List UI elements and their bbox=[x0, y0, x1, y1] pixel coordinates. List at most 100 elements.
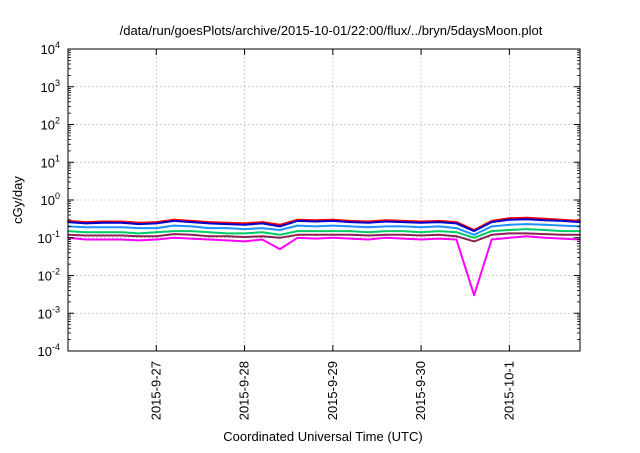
y-tick-label: 101 bbox=[41, 153, 60, 170]
data-point bbox=[226, 239, 228, 242]
data-point bbox=[137, 223, 140, 226]
data-point bbox=[402, 233, 405, 236]
data-point bbox=[384, 233, 387, 236]
data-point bbox=[296, 230, 299, 233]
data-point bbox=[508, 232, 511, 235]
data-point bbox=[455, 238, 458, 241]
data-point bbox=[508, 217, 511, 220]
data-point bbox=[208, 231, 211, 234]
data-point bbox=[420, 226, 422, 229]
data-point bbox=[279, 248, 281, 251]
data-point bbox=[208, 222, 211, 225]
data-point bbox=[296, 233, 299, 236]
data-point bbox=[314, 225, 317, 228]
data-point bbox=[420, 238, 422, 241]
data-point bbox=[437, 221, 440, 224]
x-tick-label: 2015-10-1 bbox=[501, 361, 516, 420]
series-line-1 bbox=[67, 218, 581, 233]
data-point bbox=[226, 223, 228, 226]
data-point bbox=[473, 236, 475, 239]
data-point bbox=[190, 221, 193, 224]
data-point bbox=[490, 230, 493, 233]
data-point bbox=[561, 233, 564, 236]
data-point bbox=[243, 236, 246, 238]
series-line-3 bbox=[67, 228, 580, 239]
data-point bbox=[84, 222, 87, 225]
data-point bbox=[314, 230, 317, 233]
data-point bbox=[120, 221, 122, 224]
data-point bbox=[455, 231, 458, 234]
y-tick-label: 104 bbox=[41, 40, 60, 57]
data-point bbox=[367, 231, 369, 234]
data-point bbox=[526, 228, 528, 231]
data-point bbox=[226, 227, 228, 230]
data-point bbox=[314, 220, 317, 223]
data-point bbox=[473, 240, 475, 243]
data-point bbox=[226, 232, 228, 235]
data-point bbox=[543, 223, 546, 226]
data-point bbox=[508, 223, 511, 226]
x-axis-label: Coordinated Universal Time (UTC) bbox=[223, 429, 422, 444]
data-point bbox=[155, 222, 158, 225]
data-point bbox=[437, 237, 440, 240]
x-tick-label: 2015-9-28 bbox=[237, 361, 252, 420]
data-point bbox=[543, 217, 546, 220]
data-point bbox=[543, 236, 546, 239]
data-point bbox=[314, 233, 317, 236]
data-point bbox=[490, 225, 493, 228]
data-point bbox=[402, 237, 405, 240]
data-point bbox=[279, 229, 281, 231]
y-axis: 10-4 10-3 10-2 10-1 100 101 102 103 104 bbox=[38, 40, 580, 359]
data-point bbox=[261, 222, 264, 225]
data-point bbox=[455, 227, 458, 230]
data-point bbox=[261, 238, 264, 241]
data-point bbox=[508, 218, 511, 221]
data-point bbox=[120, 238, 122, 241]
y-axis-label: cGy/day bbox=[10, 176, 25, 224]
y-tick-label: 10-4 bbox=[38, 342, 60, 359]
data-point bbox=[279, 236, 281, 239]
data-point bbox=[331, 236, 334, 239]
data-point bbox=[420, 231, 422, 234]
data-point bbox=[490, 221, 493, 224]
data-point bbox=[473, 233, 475, 236]
data-point bbox=[508, 229, 511, 231]
data-point bbox=[367, 226, 369, 229]
data-point bbox=[296, 220, 299, 222]
data-point bbox=[561, 224, 564, 227]
data-point bbox=[137, 227, 140, 230]
data-point bbox=[102, 221, 105, 224]
data-point bbox=[367, 234, 369, 237]
data-point bbox=[420, 234, 422, 237]
data-point bbox=[543, 219, 546, 222]
x-tick-label: 2015-9-30 bbox=[413, 361, 428, 420]
y-tick-label: 102 bbox=[41, 116, 60, 133]
data-point bbox=[190, 230, 193, 233]
y-tick-label: 100 bbox=[41, 191, 60, 208]
data-point bbox=[543, 229, 546, 231]
data-point bbox=[120, 234, 122, 237]
data-point bbox=[120, 226, 122, 229]
data-point bbox=[473, 230, 475, 233]
data-point bbox=[331, 220, 334, 222]
data-point bbox=[437, 225, 440, 228]
data-point bbox=[402, 230, 405, 233]
data-point bbox=[508, 236, 511, 239]
data-point bbox=[208, 227, 211, 230]
y-tick-label: 10-2 bbox=[38, 267, 60, 284]
grid bbox=[68, 49, 580, 351]
series-line-5 bbox=[67, 235, 581, 297]
data-point bbox=[526, 216, 528, 219]
series-layer bbox=[67, 216, 581, 297]
x-tick-label: 2015-9-27 bbox=[148, 361, 163, 420]
data-point bbox=[367, 238, 369, 241]
data-point bbox=[526, 235, 528, 238]
data-point bbox=[102, 238, 105, 241]
data-point bbox=[155, 235, 158, 238]
data-point bbox=[208, 238, 211, 241]
y-tick-label: 103 bbox=[41, 78, 60, 95]
data-point bbox=[173, 220, 175, 222]
data-point bbox=[173, 224, 175, 227]
data-point bbox=[349, 230, 352, 233]
